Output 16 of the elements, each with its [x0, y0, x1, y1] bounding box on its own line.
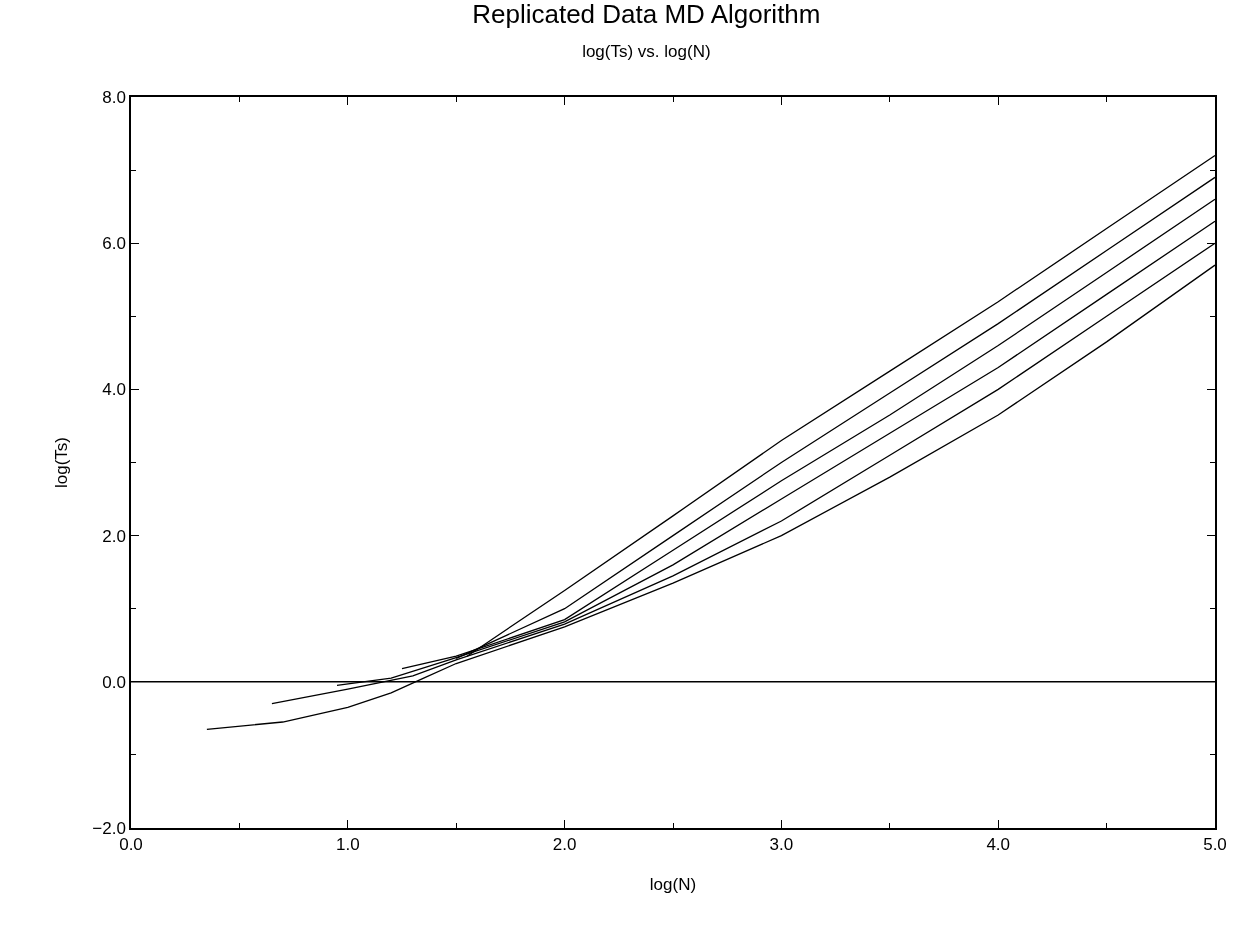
y-tick-label: 2.0	[102, 526, 126, 546]
x-tick-label: 2.0	[552, 835, 577, 855]
y-tick-label: 8.0	[102, 87, 126, 107]
chart-title: Replicated Data MD Algorithm	[472, 0, 821, 30]
x-axis-title: log(N)	[649, 875, 697, 895]
y-axis-title: log(Ts)	[52, 436, 72, 489]
x-tick-label: 3.0	[769, 835, 794, 855]
x-tick-label: 0.0	[119, 835, 143, 855]
chart-subtitle: log(Ts) vs. log(N)	[582, 42, 711, 62]
x-tick-label: 5.0	[1203, 835, 1227, 855]
y-tick-label: −2.0	[92, 818, 126, 838]
y-tick-label: 4.0	[102, 380, 126, 400]
x-tick-label: 4.0	[986, 835, 1011, 855]
x-tick-label: 1.0	[335, 835, 360, 855]
y-tick-label: 6.0	[102, 234, 126, 254]
y-tick-label: 0.0	[102, 672, 126, 692]
